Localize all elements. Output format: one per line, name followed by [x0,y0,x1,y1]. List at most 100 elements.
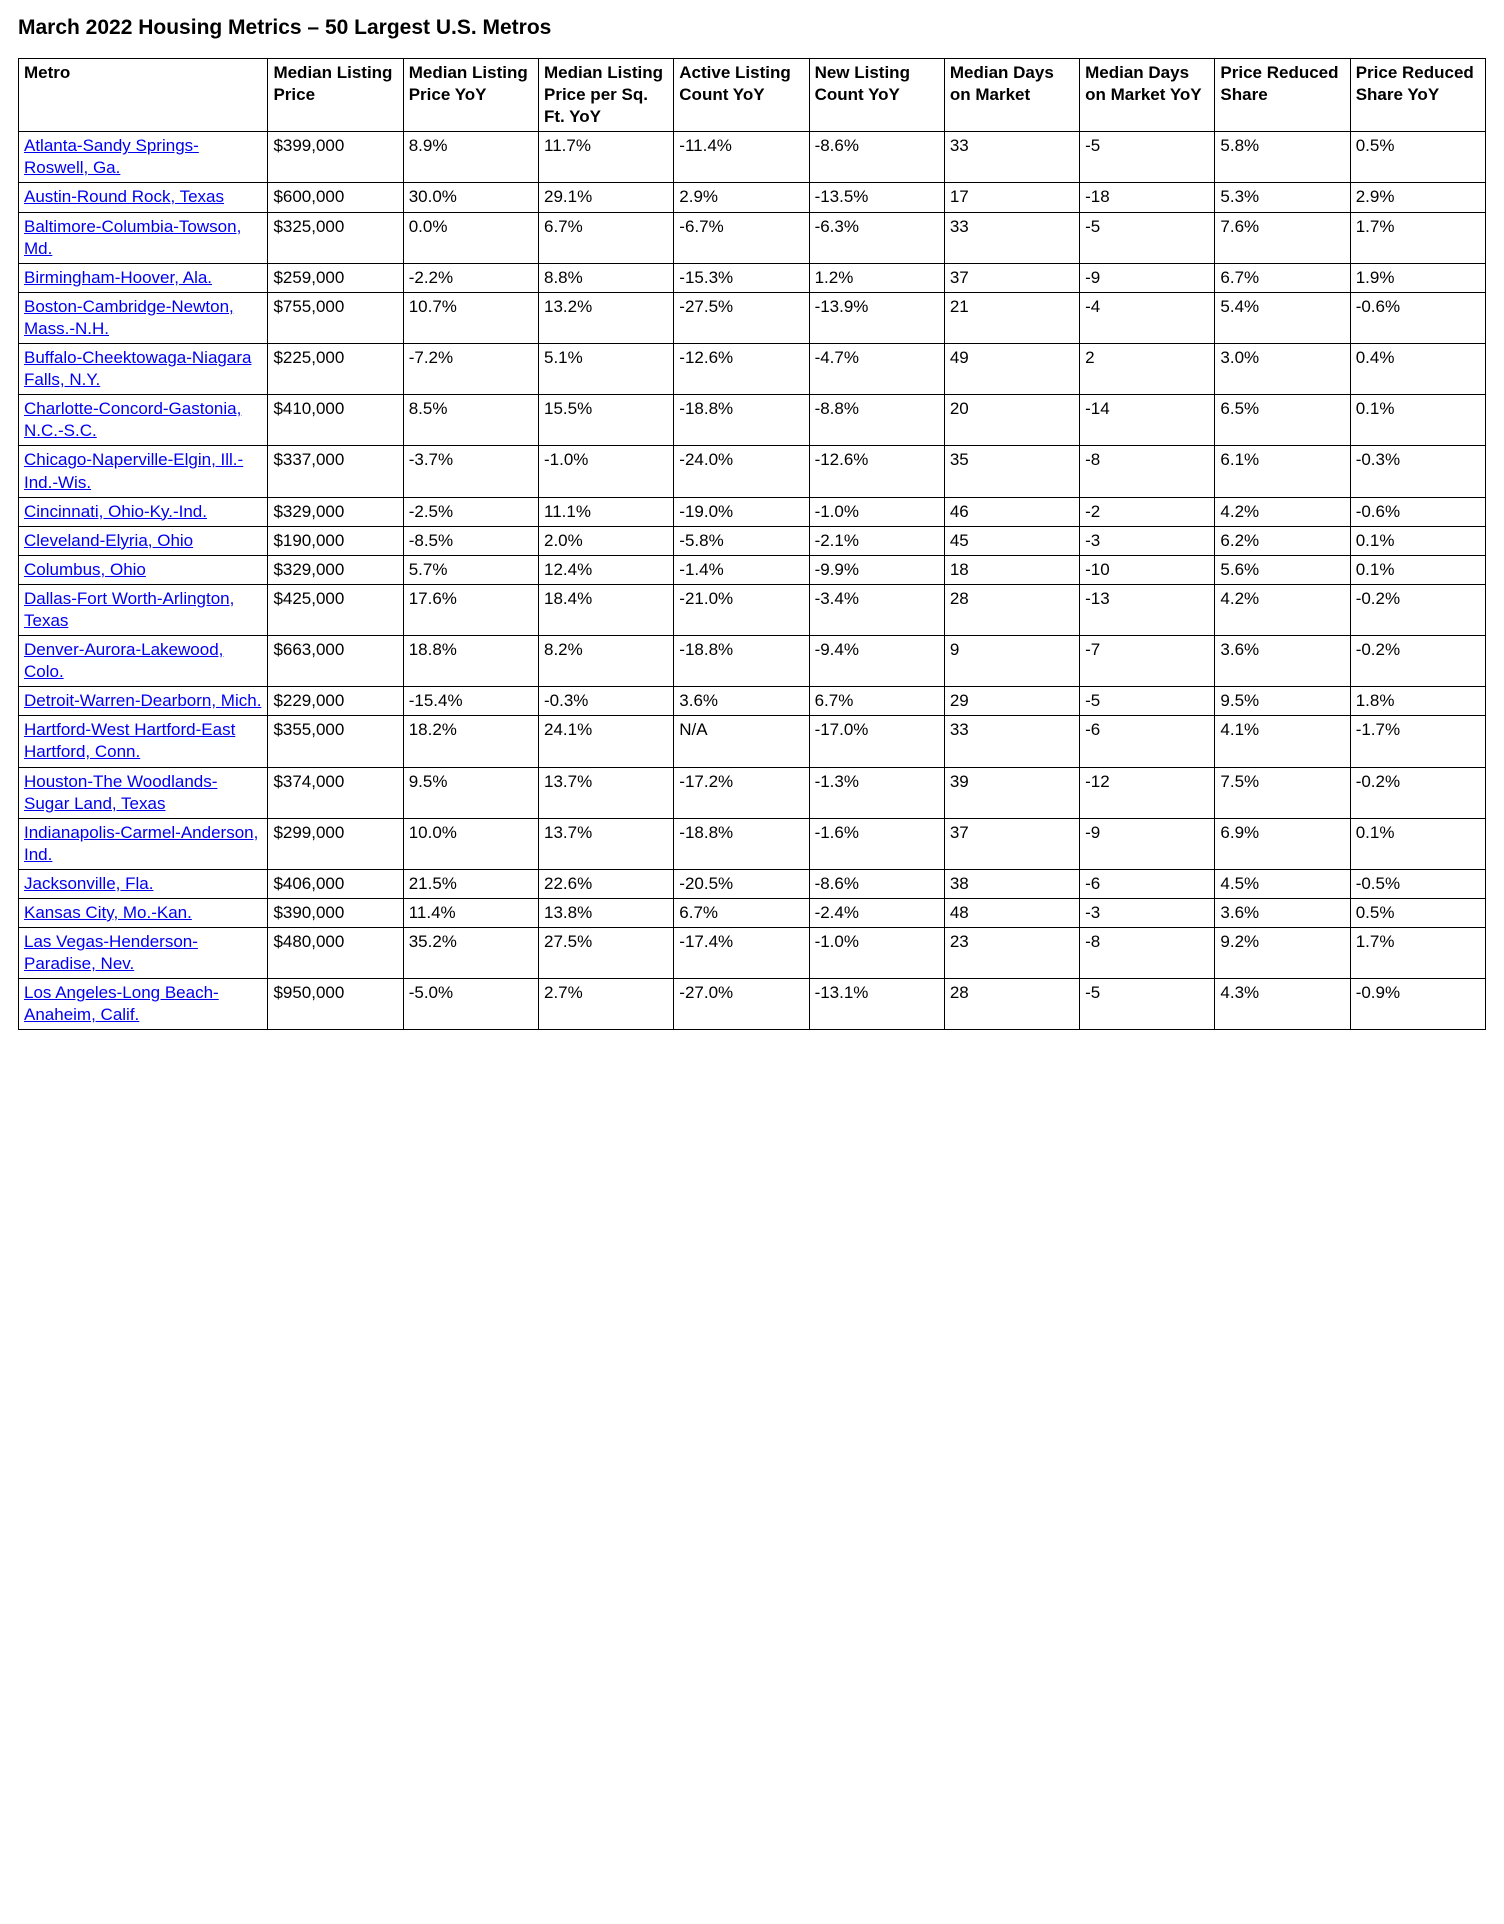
value-cell: 22.6% [539,869,674,898]
value-cell: $259,000 [268,263,403,292]
value-cell: 4.1% [1215,716,1350,767]
table-row: Dallas-Fort Worth-Arlington, Texas$425,0… [19,584,1486,635]
metro-link[interactable]: Boston-Cambridge-Newton, Mass.-N.H. [24,297,234,338]
page-title: March 2022 Housing Metrics – 50 Largest … [18,16,1486,40]
value-cell: -15.4% [403,687,538,716]
value-cell: 5.3% [1215,183,1350,212]
value-cell: $337,000 [268,446,403,497]
value-cell: -21.0% [674,584,809,635]
metro-link[interactable]: Austin-Round Rock, Texas [24,187,224,206]
table-row: Baltimore-Columbia-Towson, Md.$325,0000.… [19,212,1486,263]
metro-link[interactable]: Atlanta-Sandy Springs-Roswell, Ga. [24,136,199,177]
value-cell: 0.5% [1350,132,1485,183]
value-cell: 18.2% [403,716,538,767]
value-cell: 1.2% [809,263,944,292]
metro-link[interactable]: Indianapolis-Carmel-Anderson, Ind. [24,823,258,864]
table-row: Los Angeles-Long Beach-Anaheim, Calif.$9… [19,979,1486,1030]
value-cell: 7.6% [1215,212,1350,263]
metro-link[interactable]: Columbus, Ohio [24,560,146,579]
value-cell: 4.5% [1215,869,1350,898]
metro-link[interactable]: Birmingham-Hoover, Ala. [24,268,212,287]
value-cell: 6.7% [809,687,944,716]
metro-link[interactable]: Dallas-Fort Worth-Arlington, Texas [24,589,234,630]
value-cell: 13.8% [539,899,674,928]
value-cell: -20.5% [674,869,809,898]
table-row: Cleveland-Elyria, Ohio$190,000-8.5%2.0%-… [19,526,1486,555]
value-cell: -27.5% [674,292,809,343]
metro-link[interactable]: Cleveland-Elyria, Ohio [24,531,193,550]
value-cell: $663,000 [268,636,403,687]
metro-cell: Charlotte-Concord-Gastonia, N.C.-S.C. [19,395,268,446]
value-cell: -2.5% [403,497,538,526]
value-cell: 11.4% [403,899,538,928]
table-row: Cincinnati, Ohio-Ky.-Ind.$329,000-2.5%11… [19,497,1486,526]
value-cell: 9 [944,636,1079,687]
metro-link[interactable]: Las Vegas-Henderson-Paradise, Nev. [24,932,198,973]
table-row: Jacksonville, Fla. $406,00021.5%22.6%-20.… [19,869,1486,898]
value-cell: 29.1% [539,183,674,212]
value-cell: -18.8% [674,395,809,446]
value-cell: -8.6% [809,132,944,183]
value-cell: -3.4% [809,584,944,635]
value-cell: -3 [1080,526,1215,555]
value-cell: 8.2% [539,636,674,687]
value-cell: -1.0% [809,497,944,526]
metro-link[interactable]: Baltimore-Columbia-Towson, Md. [24,217,241,258]
value-cell: 3.0% [1215,344,1350,395]
value-cell: -17.2% [674,767,809,818]
metro-link[interactable]: Chicago-Naperville-Elgin, Ill.-Ind.-Wis. [24,450,243,491]
value-cell: 3.6% [1215,636,1350,687]
value-cell: -5 [1080,212,1215,263]
value-cell: -18 [1080,183,1215,212]
value-cell: 37 [944,818,1079,869]
value-cell: 21.5% [403,869,538,898]
table-body: Atlanta-Sandy Springs-Roswell, Ga.$399,0… [19,132,1486,1030]
metro-link[interactable]: Buffalo-Cheektowaga-Niagara Falls, N.Y. [24,348,251,389]
column-header: Price Reduced Share YoY [1350,59,1485,132]
value-cell: $406,000 [268,869,403,898]
table-row: Austin-Round Rock, Texas$600,00030.0%29.… [19,183,1486,212]
value-cell: -6.7% [674,212,809,263]
value-cell: 18.4% [539,584,674,635]
value-cell: -27.0% [674,979,809,1030]
value-cell: 35.2% [403,928,538,979]
value-cell: $755,000 [268,292,403,343]
value-cell: -13 [1080,584,1215,635]
value-cell: -13.1% [809,979,944,1030]
value-cell: -1.7% [1350,716,1485,767]
metro-link[interactable]: Kansas City, Mo.-Kan. [24,903,192,922]
metro-link[interactable]: Cincinnati, Ohio-Ky.-Ind. [24,502,207,521]
value-cell: -1.6% [809,818,944,869]
value-cell: 0.1% [1350,555,1485,584]
metro-link[interactable]: Charlotte-Concord-Gastonia, N.C.-S.C. [24,399,241,440]
value-cell: -10 [1080,555,1215,584]
value-cell: -2 [1080,497,1215,526]
metro-link[interactable]: Denver-Aurora-Lakewood, Colo. [24,640,223,681]
metro-cell: Jacksonville, Fla. [19,869,268,898]
value-cell: $355,000 [268,716,403,767]
metro-link[interactable]: Jacksonville, Fla. [24,874,153,893]
table-row: Denver-Aurora-Lakewood, Colo.$663,00018.… [19,636,1486,687]
metro-link[interactable]: Hartford-West Hartford-East Hartford, Co… [24,720,235,761]
metro-link[interactable]: Houston-The Woodlands-Sugar Land, Texas [24,772,217,813]
value-cell: $190,000 [268,526,403,555]
value-cell: -2.4% [809,899,944,928]
value-cell: 33 [944,212,1079,263]
value-cell: -7.2% [403,344,538,395]
value-cell: -2.1% [809,526,944,555]
table-row: Indianapolis-Carmel-Anderson, Ind.$299,0… [19,818,1486,869]
value-cell: -18.8% [674,636,809,687]
value-cell: 5.8% [1215,132,1350,183]
value-cell: 6.7% [674,899,809,928]
value-cell: 2.9% [674,183,809,212]
value-cell: $390,000 [268,899,403,928]
table-row: Boston-Cambridge-Newton, Mass.-N.H. $755,… [19,292,1486,343]
value-cell: 33 [944,132,1079,183]
table-header-row: Metro Median Listing Price Median Listin… [19,59,1486,132]
metro-link[interactable]: Detroit-Warren-Dearborn, Mich. [24,691,261,710]
value-cell: 28 [944,584,1079,635]
value-cell: 2.7% [539,979,674,1030]
metro-link[interactable]: Los Angeles-Long Beach-Anaheim, Calif. [24,983,219,1024]
column-header: Median Listing Price YoY [403,59,538,132]
metro-cell: Denver-Aurora-Lakewood, Colo. [19,636,268,687]
